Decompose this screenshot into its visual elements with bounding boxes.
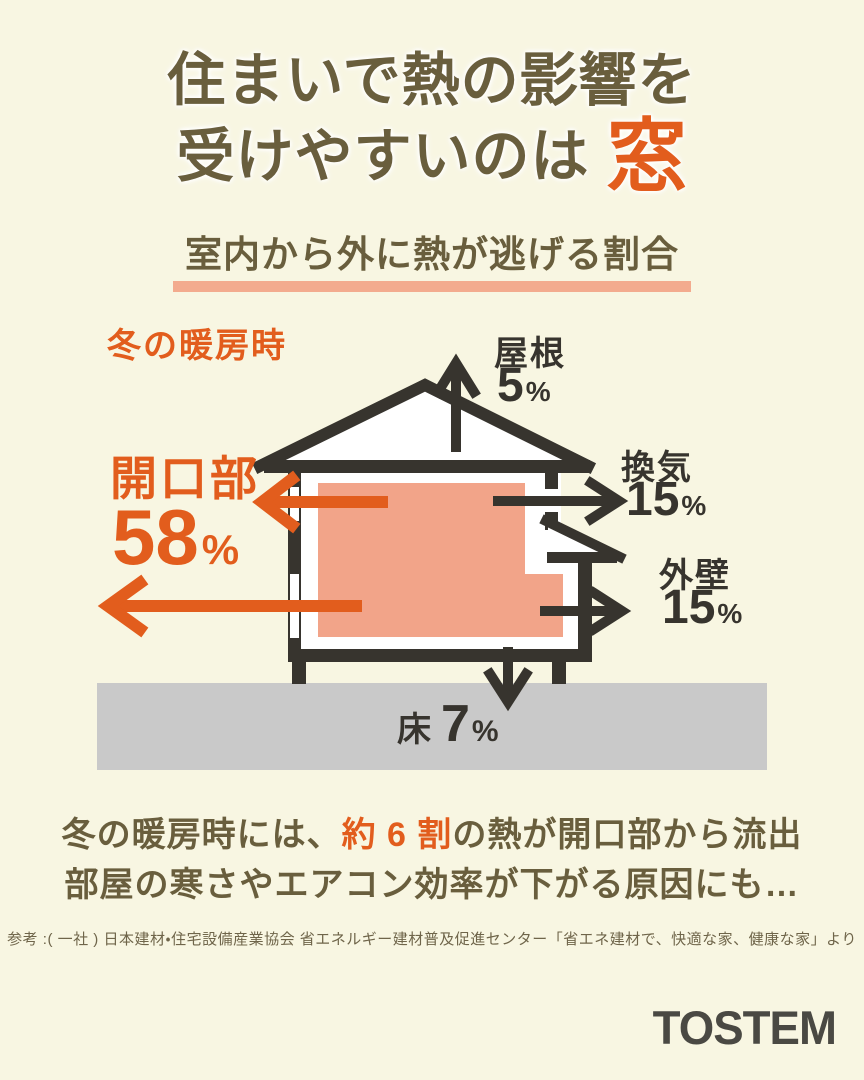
vent-heat-arrow-head [584, 476, 629, 526]
condition-label: 冬の暖房時 [107, 327, 287, 365]
eave-bar [264, 460, 590, 473]
openings-value-number: 58 [112, 493, 199, 581]
roof-value-number: 5 [497, 359, 524, 412]
ventilation-value-number: 15 [626, 473, 680, 526]
openings-heat-arrow-upper-head [252, 470, 301, 534]
ventilation-value: 15% [626, 472, 706, 527]
title-line2-prefix: 受けやすいのは [176, 124, 607, 189]
wall-label: 外壁 [659, 557, 731, 595]
openings-value: 58% [112, 492, 239, 583]
floor-beam [288, 649, 592, 662]
ground-strip [97, 683, 767, 770]
wall-heat-arrow-head [587, 586, 632, 636]
summary-line1-pre: 冬の暖房時には、 [61, 816, 342, 854]
summary-line2: 部屋の寒さやエアコン効率が下がる原因にも… [64, 866, 800, 904]
title-line2: 受けやすいのは 窓 [176, 117, 687, 197]
roof-value: 5% [497, 358, 551, 413]
openings-label: 開口部 [110, 452, 260, 505]
source-citation: 参考 :( 一社 ) 日本建材・住宅設備産業協会 省エネルギー建材普及促進センタ… [7, 931, 857, 948]
summary-line1-post: の熱が開口部から流出 [452, 816, 803, 854]
openings-value-unit: % [201, 526, 240, 573]
left-foot [292, 660, 306, 684]
warm-air-block [318, 483, 563, 637]
roof-heat-arrow-head [431, 353, 481, 399]
summary-line1-accent: 約 6 割 [341, 816, 453, 854]
ventilation-value-unit: % [681, 490, 707, 521]
floor-value: 床 7% [397, 694, 499, 754]
summary-text: 冬の暖房時には、約 6 割の熱が開口部から流出 部屋の寒さやエアコン効率が下がる… [0, 810, 864, 910]
subtitle: 室内から外に熱が逃げる割合 [173, 224, 691, 292]
roof-label: 屋根 [494, 335, 566, 373]
floor-label: 床 [397, 711, 431, 749]
roof-value-unit: % [525, 376, 551, 407]
floor-value-unit: % [471, 715, 499, 748]
openings-heat-arrow-lower-head [97, 574, 149, 638]
floor-heat-arrow-head [483, 667, 533, 712]
title-accent-window: 窓 [606, 112, 688, 201]
title-line1: 住まいで熱の影響を [167, 48, 697, 113]
right-foot [552, 660, 566, 684]
floor-value-number: 7 [441, 695, 470, 753]
wall-value-unit: % [717, 598, 743, 629]
wall-value-number: 15 [662, 581, 716, 634]
ventilation-label: 換気 [621, 449, 693, 487]
pent-roof-bar [547, 552, 617, 563]
summary-line1: 冬の暖房時には、約 6 割の熱が開口部から流出 [0, 810, 864, 860]
subtitle-row: 室内から外に熱が逃げる割合 [0, 224, 864, 292]
pent-roof-slope [539, 514, 627, 564]
page-title: 住まいで熱の影響を 受けやすいのは 窓 [0, 44, 864, 197]
roof-outline [251, 378, 597, 475]
wall-value: 15% [662, 580, 742, 635]
brand-logo: TOSTEM [652, 1001, 837, 1054]
